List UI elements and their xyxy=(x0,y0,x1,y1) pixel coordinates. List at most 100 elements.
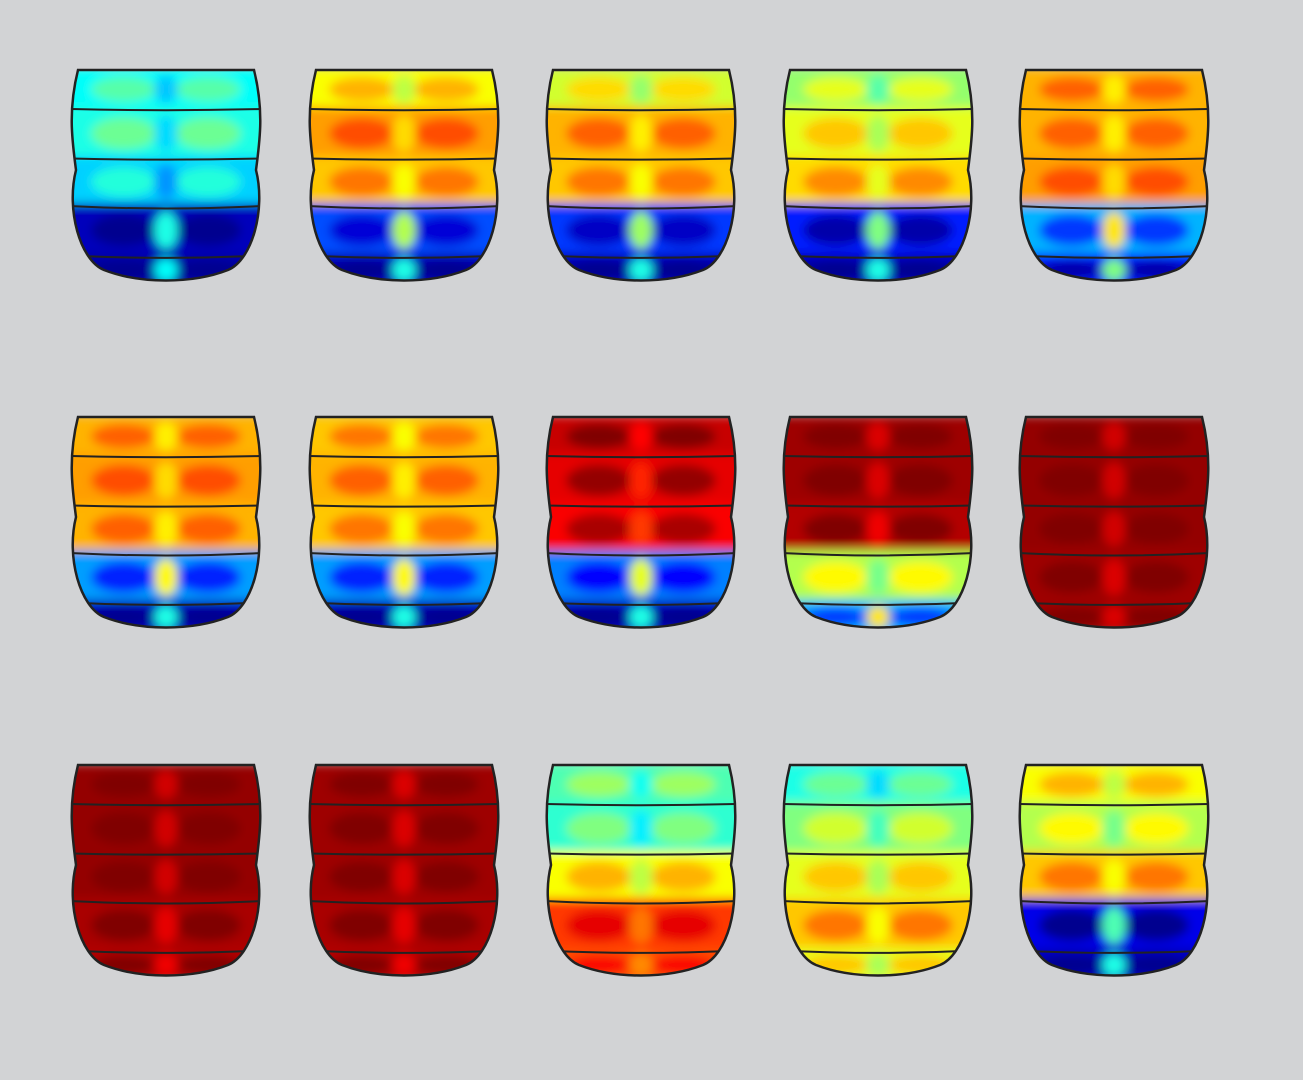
heat-center xyxy=(1102,953,1126,976)
heat-lobe xyxy=(1123,513,1189,544)
heat-lobe xyxy=(1039,561,1105,593)
heat-lobe xyxy=(329,771,395,797)
band-divider xyxy=(783,852,973,856)
heat-lobe xyxy=(329,909,395,941)
heat-center xyxy=(629,906,653,944)
panel-outline xyxy=(782,763,974,977)
band-divider xyxy=(309,107,499,112)
heat-lobe xyxy=(91,561,157,593)
band-divider xyxy=(71,551,261,557)
heat-lobe xyxy=(91,423,157,449)
heat-lobe xyxy=(1123,117,1189,150)
heat-center xyxy=(629,953,653,976)
band-divider xyxy=(546,852,736,856)
heat-center xyxy=(154,769,178,800)
heat-lobe xyxy=(803,166,869,197)
heat-lobe xyxy=(1039,166,1105,197)
heat-center xyxy=(154,114,178,153)
heat-center xyxy=(154,461,178,500)
heatmap-panel xyxy=(1018,763,1210,977)
heat-center xyxy=(866,858,890,895)
heat-lobe xyxy=(650,513,716,544)
heat-center xyxy=(392,605,416,628)
heat-lobe xyxy=(91,513,157,544)
heat-center xyxy=(1102,258,1126,281)
heatmap-panel xyxy=(308,415,500,629)
band-divider xyxy=(546,204,736,210)
heat-lobe xyxy=(566,812,632,845)
heat-lobe xyxy=(803,464,869,497)
heat-center xyxy=(629,421,653,452)
heat-center xyxy=(154,211,178,249)
heat-lobe xyxy=(91,166,157,197)
heat-center xyxy=(392,809,416,848)
heat-lobe xyxy=(650,214,716,246)
heat-lobe xyxy=(1123,214,1189,246)
heat-lobe xyxy=(413,117,479,150)
heat-lobe xyxy=(329,513,395,544)
heat-lobe xyxy=(1039,771,1105,797)
heat-center xyxy=(1102,858,1126,895)
heatmap-panel xyxy=(70,68,262,282)
panel-outline xyxy=(308,68,500,282)
heatmap-panel xyxy=(782,415,974,629)
heat-lobe xyxy=(566,166,632,197)
band-divider xyxy=(1019,157,1209,161)
heat-lobe xyxy=(887,464,953,497)
heat-lobe xyxy=(887,117,953,150)
heat-lobe xyxy=(413,771,479,797)
heat-center xyxy=(1102,558,1126,596)
heat-lobe xyxy=(650,861,716,892)
panel-outline xyxy=(70,68,262,282)
heat-center xyxy=(629,558,653,596)
heat-lobe xyxy=(175,861,241,892)
heat-lobe xyxy=(175,423,241,449)
heat-lobe xyxy=(413,76,479,102)
heatmap-panel xyxy=(1018,68,1210,282)
heat-lobe xyxy=(413,861,479,892)
heat-lobe xyxy=(650,464,716,497)
heat-center xyxy=(154,74,178,105)
heat-center xyxy=(629,510,653,547)
heat-center xyxy=(1102,605,1126,628)
band-divider xyxy=(309,852,499,856)
heat-center xyxy=(629,163,653,200)
heat-lobe xyxy=(650,561,716,593)
heat-lobe xyxy=(803,812,869,845)
heat-center xyxy=(866,605,890,628)
heat-lobe xyxy=(329,464,395,497)
panel-outline xyxy=(70,763,262,977)
heat-lobe xyxy=(650,771,716,797)
heat-lobe xyxy=(175,771,241,797)
heatmap-panel xyxy=(308,68,500,282)
heat-lobe xyxy=(413,464,479,497)
heat-lobe xyxy=(413,214,479,246)
band-divider xyxy=(1019,551,1209,557)
heat-center xyxy=(392,769,416,800)
band-divider xyxy=(309,802,499,807)
heat-center xyxy=(629,258,653,281)
heat-lobe xyxy=(650,166,716,197)
heat-lobe xyxy=(175,464,241,497)
heatmap-panel xyxy=(1018,415,1210,629)
band-divider xyxy=(1019,504,1209,508)
heat-lobe xyxy=(887,513,953,544)
heat-center xyxy=(866,163,890,200)
band-divider xyxy=(309,504,499,508)
heat-center xyxy=(629,74,653,105)
heat-center xyxy=(1102,74,1126,105)
heat-lobe xyxy=(413,909,479,941)
band-divider xyxy=(71,204,261,210)
heat-lobe xyxy=(175,76,241,102)
heat-lobe xyxy=(175,214,241,246)
heat-center xyxy=(866,906,890,944)
heatmap-panel xyxy=(545,415,737,629)
panel-outline xyxy=(545,763,737,977)
heat-lobe xyxy=(413,513,479,544)
heat-center xyxy=(1102,421,1126,452)
heat-lobe xyxy=(1123,166,1189,197)
panel-outline xyxy=(782,415,974,629)
heat-lobe xyxy=(650,423,716,449)
heat-lobe xyxy=(329,861,395,892)
band-divider xyxy=(1019,204,1209,210)
